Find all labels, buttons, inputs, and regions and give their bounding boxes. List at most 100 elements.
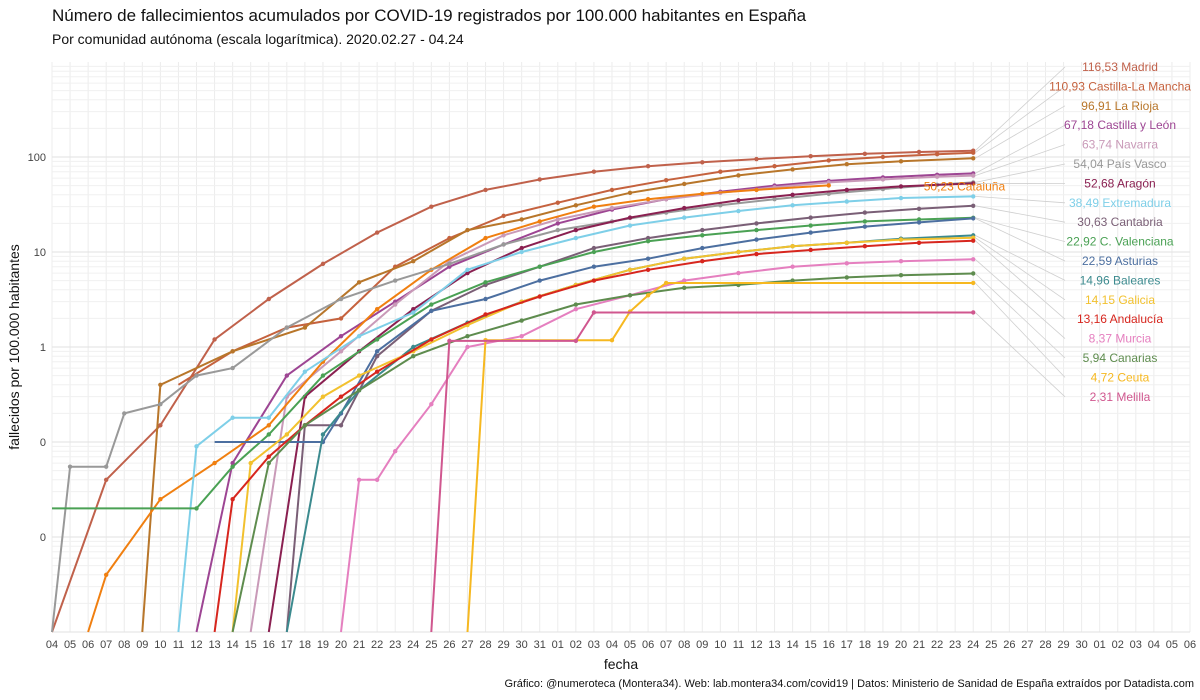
x-tick-label: 06: [1184, 639, 1196, 651]
data-point-c-valenciana: [808, 223, 813, 228]
leader-line-la-rioja: [975, 105, 1066, 159]
data-point-madrid: [374, 230, 380, 235]
data-point-castilla-y-leon: [230, 460, 235, 466]
data-point-castilla-la-mancha: [609, 187, 615, 193]
data-point-pais-vasco: [284, 325, 290, 330]
data-point-asturias: [916, 220, 922, 225]
x-tick-label: 06: [82, 639, 94, 651]
data-point-andalucia: [916, 240, 922, 245]
data-point-canarias: [627, 293, 633, 298]
x-tick-label: 18: [859, 639, 871, 651]
data-point-murcia: [736, 270, 741, 276]
x-tick-label: 16: [263, 639, 275, 651]
x-tick-label: 05: [64, 639, 76, 651]
data-point-aragon: [898, 184, 904, 189]
data-point-navarra: [338, 349, 344, 354]
x-tick-label: 30: [516, 639, 528, 651]
data-point-extremadura: [266, 415, 271, 420]
data-point-canarias: [682, 285, 687, 290]
x-tick-label: 19: [317, 639, 329, 651]
data-point-castilla-la-mancha: [971, 150, 976, 155]
data-point-madrid: [700, 160, 705, 165]
data-point-extremadura: [519, 249, 524, 255]
data-point-pais-vasco: [230, 365, 235, 371]
data-point-pais-vasco: [826, 191, 831, 196]
x-tick-label: 12: [750, 639, 762, 651]
x-tick-label: 26: [1003, 639, 1015, 651]
data-point-navarra: [971, 173, 976, 178]
data-point-castilla-la-mancha: [880, 154, 886, 160]
data-point-cataluna: [374, 306, 380, 312]
series-line-murcia: [340, 258, 974, 633]
data-point-aragon: [573, 227, 579, 233]
series-line-asturias: [214, 217, 974, 443]
x-tick-label: 28: [1039, 639, 1051, 651]
data-point-murcia: [356, 477, 362, 483]
data-point-castilla-la-mancha: [501, 213, 506, 219]
data-point-la-rioja: [736, 173, 741, 178]
data-point-la-rioja: [790, 167, 795, 172]
data-point-extremadura: [465, 267, 470, 272]
data-point-extremadura: [971, 194, 976, 199]
x-tick-label: 09: [696, 639, 708, 651]
data-point-cantabria: [862, 210, 868, 215]
data-point-baleares: [320, 432, 326, 437]
end-label-la-rioja: 96,91 La Rioja: [1081, 99, 1159, 113]
end-label-melilla: 2,31 Melilla: [1090, 390, 1151, 404]
data-point-asturias: [591, 264, 597, 269]
data-point-ceuta: [645, 293, 651, 298]
data-point-asturias: [808, 230, 813, 235]
data-point-extremadura: [736, 208, 741, 214]
data-point-madrid: [645, 164, 651, 169]
data-point-andalucia: [645, 267, 651, 272]
data-point-aragon: [411, 306, 416, 312]
data-point-aragon: [736, 198, 741, 203]
data-point-cantabria: [754, 221, 759, 226]
data-point-castilla-y-leon: [338, 333, 344, 339]
data-point-la-rioja: [356, 280, 362, 285]
x-tick-label: 03: [1130, 639, 1142, 651]
leader-line-extremadura: [975, 195, 1066, 204]
data-point-andalucia: [808, 247, 813, 253]
data-point-extremadura: [898, 195, 904, 201]
x-tick-label: 24: [967, 639, 979, 651]
data-point-c-valenciana: [266, 432, 271, 437]
data-point-c-valenciana: [374, 337, 380, 342]
x-tick-label: 11: [173, 639, 184, 651]
data-point-madrid: [483, 187, 488, 193]
data-point-cantabria: [916, 206, 922, 211]
data-point-asturias: [971, 216, 976, 221]
data-point-madrid: [103, 477, 109, 483]
data-point-murcia: [971, 257, 976, 262]
data-point-murcia: [573, 306, 579, 312]
data-point-galicia: [248, 460, 253, 466]
series-line-aragon: [267, 182, 974, 633]
data-point-cataluna: [483, 235, 488, 241]
data-point-cantabria: [645, 235, 651, 241]
data-point-canarias: [356, 388, 362, 393]
x-tick-label: 20: [895, 639, 907, 651]
data-point-cataluna: [826, 183, 831, 188]
data-point-cataluna: [537, 219, 542, 224]
data-point-c-valenciana: [230, 464, 235, 469]
leader-line-madrid: [974, 66, 1066, 151]
data-point-galicia: [844, 240, 849, 245]
data-point-c-valenciana: [754, 227, 759, 233]
data-point-c-valenciana: [483, 280, 488, 285]
data-point-andalucia: [230, 496, 235, 502]
data-point-pais-vasco: [555, 227, 560, 233]
x-tick-label: 25: [985, 639, 997, 651]
data-point-c-valenciana: [320, 373, 326, 378]
series-line-pais-vasco: [51, 181, 974, 633]
end-label-c-valenciana: 22,92 C. Valenciana: [1066, 235, 1174, 249]
data-point-asturias: [537, 278, 542, 283]
data-point-madrid: [429, 204, 434, 209]
data-point-pais-vasco: [718, 203, 723, 208]
leader-line-c-valenciana: [975, 217, 1066, 242]
data-point-la-rioja: [898, 159, 904, 164]
data-point-cantabria: [591, 245, 597, 251]
data-point-andalucia: [429, 337, 434, 342]
data-point-aragon: [682, 205, 687, 211]
x-tick-label: 17: [281, 639, 293, 651]
